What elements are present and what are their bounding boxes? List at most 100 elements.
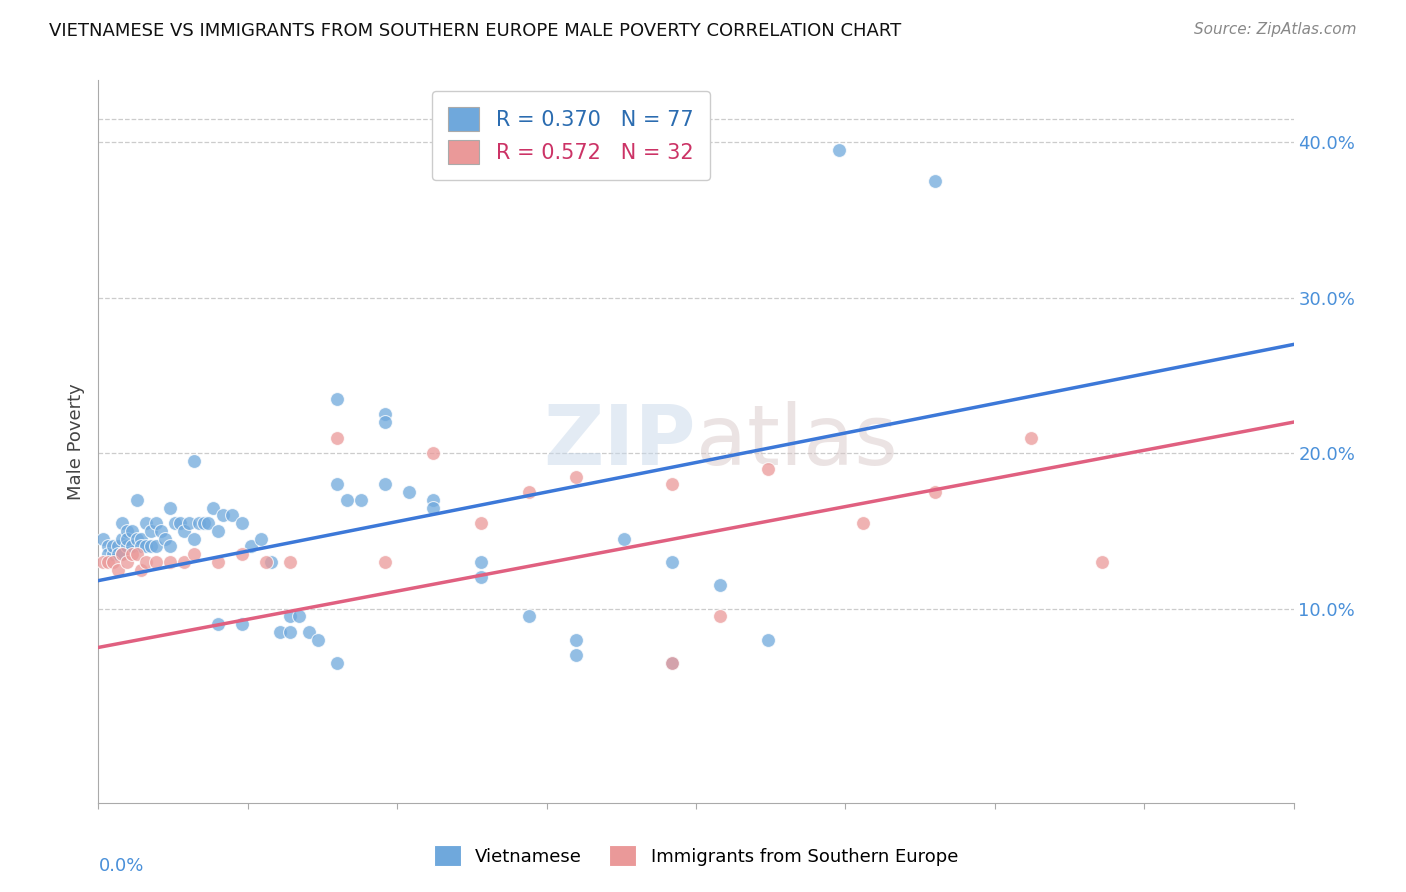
Point — [115, 532, 138, 546]
Point — [135, 540, 157, 554]
Point — [709, 578, 731, 592]
Point — [111, 547, 134, 561]
Point — [565, 648, 588, 663]
Y-axis label: Male Poverty: Male Poverty — [66, 384, 84, 500]
Point — [259, 555, 281, 569]
Point — [139, 524, 162, 538]
Point — [221, 508, 243, 523]
Point — [269, 624, 291, 639]
Point — [207, 555, 229, 569]
Point — [350, 492, 373, 507]
Point — [231, 547, 253, 561]
Point — [374, 555, 396, 569]
Point — [97, 540, 120, 554]
Point — [517, 609, 540, 624]
Point — [374, 415, 396, 429]
Point — [661, 656, 683, 670]
Point — [125, 532, 148, 546]
Point — [163, 516, 186, 530]
Point — [145, 516, 167, 530]
Text: ZIP: ZIP — [544, 401, 696, 482]
Point — [517, 485, 540, 500]
Point — [169, 516, 191, 530]
Point — [207, 524, 229, 538]
Point — [121, 540, 143, 554]
Point — [470, 570, 492, 584]
Point — [145, 555, 167, 569]
Point — [111, 532, 134, 546]
Point — [326, 392, 349, 406]
Point — [135, 555, 157, 569]
Point — [298, 624, 321, 639]
Point — [131, 532, 153, 546]
Point — [202, 500, 225, 515]
Point — [336, 492, 359, 507]
Point — [101, 540, 124, 554]
Point — [149, 524, 172, 538]
Point — [374, 408, 396, 422]
Point — [924, 174, 946, 188]
Point — [115, 540, 138, 554]
Point — [828, 143, 851, 157]
Point — [187, 516, 209, 530]
Point — [231, 516, 253, 530]
Point — [115, 555, 138, 569]
Point — [307, 632, 329, 647]
Point — [207, 617, 229, 632]
Point — [155, 532, 177, 546]
Point — [470, 516, 492, 530]
Point — [1091, 555, 1114, 569]
Point — [565, 469, 588, 483]
Point — [179, 516, 201, 530]
Point — [852, 516, 875, 530]
Point — [107, 563, 129, 577]
Text: atlas: atlas — [696, 401, 897, 482]
Point — [278, 624, 301, 639]
Point — [924, 485, 946, 500]
Point — [613, 532, 636, 546]
Point — [661, 555, 683, 569]
Point — [661, 656, 683, 670]
Point — [422, 446, 444, 460]
Point — [398, 485, 420, 500]
Point — [101, 547, 124, 561]
Point — [135, 516, 157, 530]
Point — [131, 563, 153, 577]
Point — [197, 516, 219, 530]
Point — [756, 632, 779, 647]
Point — [159, 555, 181, 569]
Point — [422, 492, 444, 507]
Point — [661, 477, 683, 491]
Point — [278, 609, 301, 624]
Point — [125, 547, 148, 561]
Point — [709, 609, 731, 624]
Point — [211, 508, 233, 523]
Point — [101, 555, 124, 569]
Point — [111, 547, 134, 561]
Text: Source: ZipAtlas.com: Source: ZipAtlas.com — [1194, 22, 1357, 37]
Point — [121, 547, 143, 561]
Point — [326, 431, 349, 445]
Point — [111, 516, 134, 530]
Point — [288, 609, 311, 624]
Point — [250, 532, 273, 546]
Point — [159, 540, 181, 554]
Legend: Vietnamese, Immigrants from Southern Europe: Vietnamese, Immigrants from Southern Eur… — [426, 838, 966, 873]
Text: 0.0%: 0.0% — [98, 857, 143, 875]
Point — [183, 547, 205, 561]
Point — [173, 524, 195, 538]
Point — [121, 524, 143, 538]
Point — [326, 477, 349, 491]
Point — [97, 555, 120, 569]
Point — [97, 547, 120, 561]
Point — [422, 500, 444, 515]
Point — [231, 617, 253, 632]
Point — [173, 555, 195, 569]
Point — [374, 477, 396, 491]
Point — [326, 656, 349, 670]
Point — [240, 540, 263, 554]
Point — [278, 555, 301, 569]
Point — [91, 555, 114, 569]
Point — [470, 555, 492, 569]
Point — [91, 532, 114, 546]
